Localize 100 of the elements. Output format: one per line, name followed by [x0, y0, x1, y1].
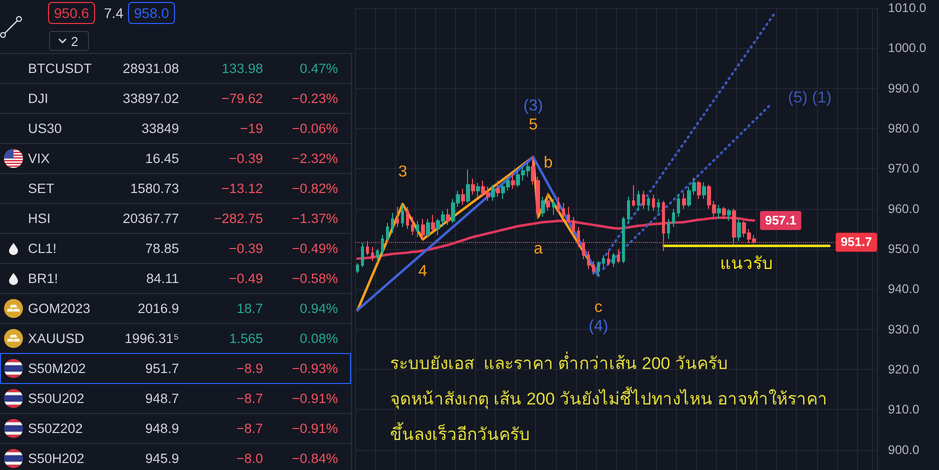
candlestick	[667, 218, 670, 240]
data-label: −0.82%	[292, 180, 338, 198]
data-label: −8.7	[236, 390, 263, 408]
candlestick	[587, 250, 590, 270]
text: 958.0	[128, 2, 176, 24]
candlestick	[622, 216, 625, 264]
data-label: 84.11	[146, 270, 179, 288]
candlestick	[396, 206, 399, 228]
candlestick	[672, 208, 675, 228]
candlestick	[557, 196, 560, 214]
ref-line-label: 951.7	[840, 235, 872, 250]
candlestick	[401, 204, 404, 228]
data-label: −0.39	[228, 150, 263, 168]
candlestick	[546, 192, 550, 212]
data-label: 33849	[141, 120, 179, 138]
candlestick	[371, 246, 374, 262]
y-tick-label: 1010.0	[888, 1, 926, 15]
data-label: 18.7	[236, 300, 263, 318]
candlestick	[476, 182, 480, 198]
candlestick	[732, 208, 736, 245]
data-label: −0.84%	[292, 450, 338, 468]
y-tick-label: 930.0	[888, 322, 920, 336]
candlestick	[386, 222, 389, 244]
annotation: b	[544, 154, 553, 172]
candlestick	[702, 182, 706, 200]
data-label: −13.12	[221, 180, 263, 198]
y-tick-label: 1000.0	[888, 41, 926, 56]
category-label: S50Z202	[28, 420, 83, 438]
candlestick	[426, 218, 430, 238]
candlestick	[737, 218, 741, 242]
data-label: −0.93%	[292, 360, 338, 378]
annotation: (4)	[588, 318, 608, 336]
data-label: 133.98	[222, 60, 263, 78]
candlestick	[471, 178, 475, 196]
candlestick	[496, 180, 500, 198]
data-label: −8.7	[236, 420, 263, 438]
data-label: −79.62	[221, 90, 263, 108]
data-label: 28931.08	[122, 60, 179, 78]
candlestick	[446, 208, 450, 226]
data-label: 1580.73	[130, 180, 179, 198]
data-label: 1.565	[229, 330, 263, 348]
data-label: −0.49	[228, 270, 263, 288]
candlestick	[617, 248, 620, 264]
annotation: 3	[398, 164, 408, 181]
candlestick	[416, 220, 419, 238]
candlestick	[607, 250, 610, 266]
data-label: 33897.02	[122, 90, 179, 108]
category-label: BTCUSDT	[28, 60, 92, 78]
category-label: VIX	[28, 150, 50, 168]
candlestick	[572, 216, 575, 236]
candlestick	[727, 208, 731, 222]
candlestick	[577, 226, 580, 248]
candlestick	[612, 252, 615, 268]
category-label: BR1!	[28, 270, 58, 288]
candlestick	[627, 196, 630, 224]
data-label: −19	[240, 120, 263, 138]
candlestick	[592, 260, 595, 276]
candlestick	[356, 262, 359, 274]
annotation: (5) (1)	[788, 90, 832, 106]
annotation: จุดหน้าสังเกตุ เส้น 200 วันยังไม่ชี้ไปทางไหน อาจทำให้ราคา	[390, 386, 828, 410]
y-tick-label: 970.0	[888, 162, 920, 176]
candlestick	[421, 218, 425, 240]
data-label: 16.45	[145, 150, 179, 168]
candlestick	[461, 188, 465, 206]
data-label: 20367.77	[122, 210, 179, 228]
data-label: −0.58%	[292, 270, 338, 288]
text: 2	[71, 34, 78, 48]
y-tick-label: 900.0	[888, 442, 920, 457]
category-label: S50U202	[28, 390, 84, 408]
data-label: −0.06%	[292, 120, 338, 138]
candlestick	[491, 184, 495, 202]
data-label: 945.9	[145, 450, 179, 468]
data-label: 0.94%	[300, 300, 338, 318]
candlestick	[722, 206, 726, 220]
data-label: 1996.31⁵	[124, 330, 179, 348]
candlestick	[642, 190, 645, 210]
annotation: c	[594, 299, 602, 316]
candlestick	[361, 242, 364, 268]
data-label: −0.39	[228, 240, 263, 258]
y-tick-label: 990.0	[888, 81, 920, 96]
candlestick	[647, 196, 650, 212]
annotation: 5	[528, 116, 538, 134]
candlestick	[552, 198, 555, 216]
candlestick	[511, 172, 515, 190]
category-label: CL1!	[28, 240, 57, 258]
annotation: (3)	[523, 98, 543, 115]
candlestick	[637, 190, 640, 212]
data-label: −2.32%	[292, 150, 338, 168]
y-tick-label: 910.0	[888, 402, 920, 417]
candlestick	[657, 198, 660, 214]
candlestick	[717, 204, 721, 220]
candlestick	[376, 248, 379, 264]
candlestick	[366, 240, 369, 256]
data-label: 951.7	[145, 360, 179, 378]
candlestick	[632, 184, 635, 208]
candlestick	[697, 180, 701, 200]
y-tick-label: 950.0	[888, 242, 920, 256]
candlestick	[381, 234, 384, 256]
annotation: ระบบยังเอส และราคา ต่ำกว่าเส้น 200 วันครับ	[390, 351, 728, 373]
candlestick	[677, 194, 680, 218]
